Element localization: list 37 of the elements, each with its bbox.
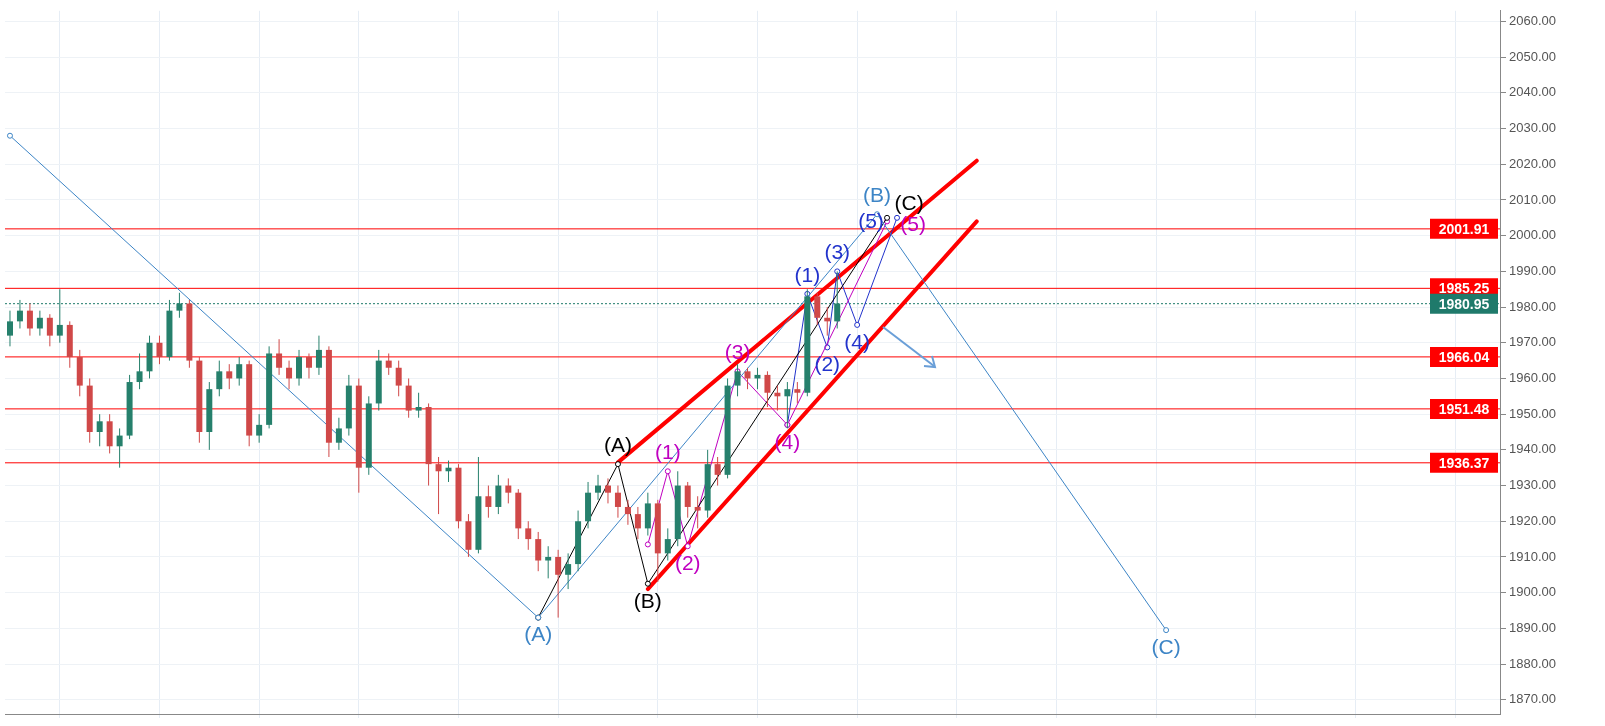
ref-line-label: 2001.91 <box>1438 220 1490 237</box>
y-tick-label: 1930.00 <box>1509 477 1556 493</box>
y-tick-label: 2050.00 <box>1509 48 1556 64</box>
y-tick-label: 1870.00 <box>1509 691 1556 707</box>
y-tick-label: 2010.00 <box>1509 191 1556 207</box>
y-tick-label: 2030.00 <box>1509 120 1556 136</box>
y-tick-label: 1960.00 <box>1509 370 1556 386</box>
y-tick-label: 1880.00 <box>1509 655 1556 671</box>
annotation: (1) <box>654 440 681 464</box>
annotation: (C) <box>894 190 924 214</box>
ref-line-label: 1980.95 <box>1438 295 1490 312</box>
annotation: (4) <box>844 329 870 353</box>
y-tick-label: 2000.00 <box>1509 227 1556 243</box>
y-tick-label: 1990.00 <box>1509 262 1556 278</box>
y-tick-label: 2060.00 <box>1509 13 1556 29</box>
ref-line-label: 1985.25 <box>1438 280 1490 297</box>
y-tick-label: 1890.00 <box>1509 619 1556 635</box>
annotation: (3) <box>824 240 851 264</box>
ref-line-label: 1951.48 <box>1438 400 1490 417</box>
y-tick-label: 2020.00 <box>1509 155 1556 171</box>
y-tick-label: 1970.00 <box>1509 334 1556 350</box>
annotation: (2) <box>674 551 701 575</box>
y-tick-label: 2040.00 <box>1509 84 1556 100</box>
annotation: (A) <box>524 622 553 646</box>
y-tick-label: 1980.00 <box>1509 298 1556 314</box>
y-tick-label: 1940.00 <box>1509 441 1556 457</box>
annotation: (A) <box>603 432 632 456</box>
annotation: (C) <box>1151 634 1181 658</box>
ref-line-label: 1966.04 <box>1438 348 1490 365</box>
annotation: (B) <box>633 588 662 612</box>
y-tick-label: 1950.00 <box>1509 405 1556 421</box>
y-tick-label: 1900.00 <box>1509 584 1556 600</box>
ref-line-label: 1936.37 <box>1438 454 1490 471</box>
y-tick-label: 1920.00 <box>1509 512 1556 528</box>
annotation: (B) <box>863 183 892 207</box>
y-tick-label: 1910.00 <box>1509 548 1556 564</box>
annotation: (1) <box>794 262 821 286</box>
